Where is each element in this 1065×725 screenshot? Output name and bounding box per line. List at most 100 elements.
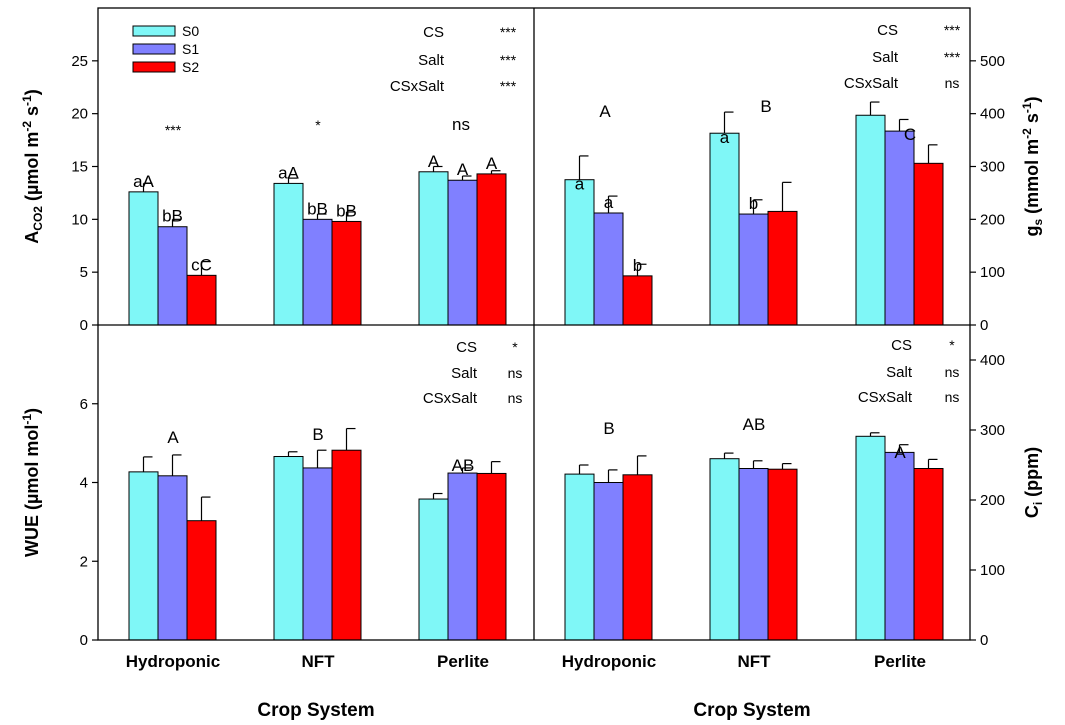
- group-label-acO2-0: ***: [165, 122, 182, 138]
- bar-label-gs-0-1: a: [604, 193, 614, 212]
- stat-name-acO2-0: CS: [423, 24, 444, 41]
- bar-wue-perlite-s0: [418, 498, 449, 641]
- bar-ci-hydroponic-s2: [622, 474, 653, 641]
- y-axis-label-ci: Ci (ppm): [1022, 447, 1045, 518]
- y-tick-label-ci-3: 300: [980, 422, 1005, 439]
- y-tick-label-wue-2: 4: [80, 475, 88, 492]
- bar-gs-perlite-s0: [855, 114, 886, 326]
- bar-label-gs-0-0: a: [575, 175, 585, 194]
- stat-name-gs-1: Salt: [872, 49, 899, 66]
- bar-gs-hydroponic-s2: [622, 275, 653, 326]
- stat-name-wue-2: CSxSalt: [423, 390, 478, 407]
- legend-label-s0: S0: [182, 23, 199, 39]
- legend-label-s1: S1: [182, 41, 199, 57]
- stat-name-ci-0: CS: [891, 337, 912, 354]
- bar-ci-hydroponic-s1: [593, 482, 624, 641]
- y-axis-label-wue: WUE (µmol mol-1): [20, 408, 42, 557]
- y-tick-label-acO2-4: 20: [71, 106, 88, 123]
- bar-acO2-nft-s1: [302, 218, 333, 326]
- bar-wue-perlite-s2: [476, 472, 507, 641]
- group-label-ci-1: AB: [743, 415, 766, 434]
- stat-sig-ci-2: ns: [945, 389, 960, 405]
- bar-wue-nft-s1: [302, 467, 333, 641]
- bar-acO2-nft-s0: [273, 182, 304, 326]
- y-axis-label-gs: gs (mmol m-2 s-1): [1020, 96, 1045, 236]
- y-tick-label-ci-4: 400: [980, 352, 1005, 369]
- stat-sig-gs-0: ***: [944, 22, 961, 38]
- stat-sig-wue-2: ns: [508, 390, 523, 406]
- group-label-wue-2: AB: [452, 456, 475, 475]
- bar-gs-nft-s0: [709, 132, 740, 326]
- y-axis-label-acO2: ACO2 (µmol m-2 s-1): [20, 89, 45, 243]
- x-axis-title-right: Crop System: [693, 700, 810, 721]
- bar-gs-hydroponic-s1: [593, 212, 624, 326]
- legend: S0 S1 S2: [132, 23, 199, 75]
- stat-sig-acO2-2: ***: [500, 78, 517, 94]
- bar-wue-hydroponic-s0: [128, 471, 159, 641]
- bar-ci-nft-s0: [709, 458, 740, 641]
- bar-label-gs-1-0: a: [720, 128, 730, 147]
- group-label-ci-2: A: [894, 443, 906, 462]
- stat-name-gs-0: CS: [877, 22, 898, 39]
- bar-acO2-perlite-s0: [418, 171, 449, 326]
- bar-label-acO2-0-0: aA: [133, 172, 154, 191]
- group-label-acO2-1: *: [315, 117, 321, 133]
- stat-name-gs-2: CSxSalt: [844, 75, 899, 92]
- y-tick-label-acO2-0: 0: [80, 317, 88, 334]
- x-category-wue-2: Perlite: [437, 652, 489, 671]
- stat-sig-wue-0: *: [512, 339, 518, 355]
- group-label-gs-2: C: [904, 125, 916, 144]
- bar-acO2-hydroponic-s1: [157, 226, 188, 326]
- group-label-gs-0: A: [599, 102, 611, 121]
- legend-swatch-s1: [132, 43, 176, 55]
- y-tick-label-gs-0: 0: [980, 317, 988, 334]
- y-tick-label-wue-3: 6: [80, 396, 88, 413]
- x-axis-title-left: Crop System: [257, 700, 374, 721]
- bar-label-acO2-1-1: bB: [307, 199, 328, 218]
- bar-wue-nft-s2: [331, 449, 362, 641]
- y-tick-label-ci-0: 0: [980, 632, 988, 649]
- bar-wue-hydroponic-s2: [186, 520, 217, 641]
- y-tick-label-gs-2: 200: [980, 211, 1005, 228]
- group-label-gs-1: B: [760, 97, 771, 116]
- bar-label-acO2-1-2: bB: [336, 201, 357, 220]
- bar-gs-hydroponic-s0: [564, 179, 595, 326]
- stat-sig-wue-1: ns: [508, 365, 523, 381]
- y-tick-label-ci-1: 100: [980, 562, 1005, 579]
- y-tick-label-acO2-2: 10: [71, 211, 88, 228]
- x-category-ci-2: Perlite: [874, 652, 926, 671]
- bar-acO2-hydroponic-s2: [186, 274, 217, 326]
- bar-gs-nft-s1: [738, 213, 769, 326]
- stat-name-wue-0: CS: [456, 339, 477, 356]
- x-category-wue-1: NFT: [301, 652, 335, 671]
- bar-label-gs-0-2: b: [633, 256, 642, 275]
- stat-sig-gs-1: ***: [944, 49, 961, 65]
- stat-name-acO2-1: Salt: [418, 52, 445, 69]
- legend-swatch-s2: [132, 61, 176, 73]
- y-tick-label-wue-1: 2: [80, 553, 88, 570]
- bar-gs-perlite-s1: [884, 130, 915, 326]
- bar-ci-hydroponic-s0: [564, 473, 595, 641]
- stat-sig-acO2-0: ***: [500, 24, 517, 40]
- x-category-ci-1: NFT: [737, 652, 771, 671]
- y-tick-label-gs-4: 400: [980, 106, 1005, 123]
- x-category-wue-0: Hydroponic: [126, 652, 220, 671]
- bar-acO2-perlite-s1: [447, 179, 478, 326]
- bar-ci-perlite-s1: [884, 451, 915, 641]
- bars-layer: [128, 101, 944, 641]
- bar-label-gs-1-1: b: [749, 194, 758, 213]
- bar-wue-hydroponic-s1: [157, 475, 188, 641]
- stat-sig-gs-2: ns: [945, 75, 960, 91]
- group-label-wue-0: A: [167, 428, 179, 447]
- legend-label-s2: S2: [182, 59, 199, 75]
- bar-ci-nft-s2: [767, 468, 798, 641]
- bar-wue-perlite-s1: [447, 472, 478, 641]
- bar-acO2-nft-s2: [331, 220, 362, 326]
- x-category-ci-0: Hydroponic: [562, 652, 656, 671]
- y-tick-label-ci-2: 200: [980, 492, 1005, 509]
- bar-label-acO2-1-0: aA: [278, 163, 299, 182]
- stat-name-acO2-2: CSxSalt: [390, 78, 445, 95]
- bar-label-acO2-2-0: A: [428, 152, 440, 171]
- bar-wue-nft-s0: [273, 456, 304, 641]
